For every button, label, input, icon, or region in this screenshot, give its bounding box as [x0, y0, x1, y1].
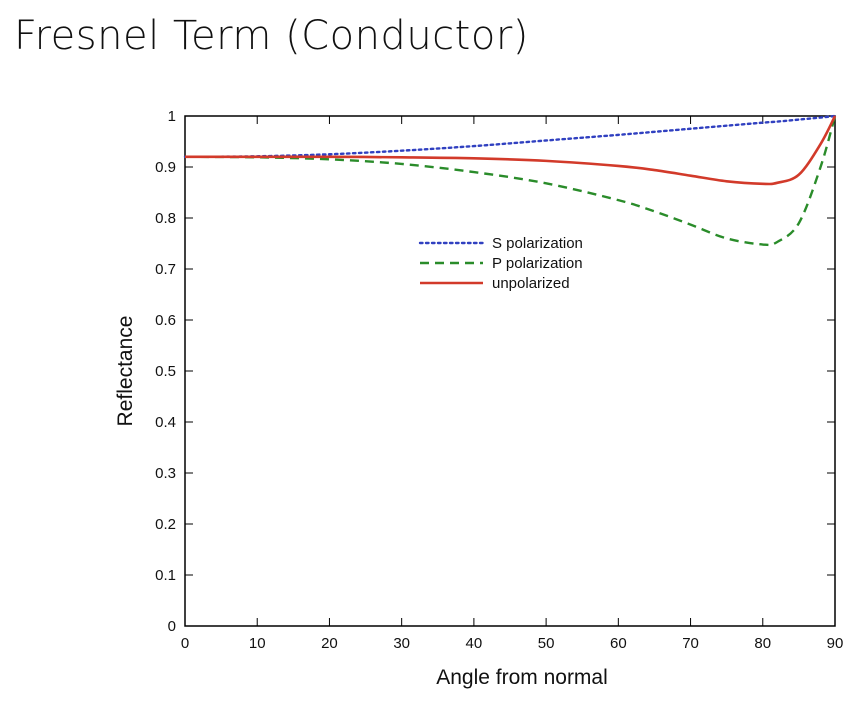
x-tick-label: 40: [466, 635, 483, 652]
x-axis-label: Angle from normal: [436, 666, 608, 689]
y-tick-label: 0.7: [155, 261, 176, 278]
legend: S polarization P polarization unpolarized: [418, 235, 583, 292]
series-line-unpolarized: [185, 115, 837, 186]
ticks-layer: 00.10.20.30.40.50.60.70.80.910 10 20 30 40 50…: [155, 108, 843, 652]
x-tick-label: 50: [538, 635, 555, 652]
x-tick-label: 10: [249, 635, 266, 652]
y-tick-label: 0.8: [155, 210, 176, 227]
y-tick-label: 0: [168, 618, 176, 635]
slide-title: Fresnel Term (Conductor): [14, 13, 529, 59]
y-tick-label: 0.9: [155, 159, 176, 176]
legend-label: unpolarized: [492, 275, 570, 292]
legend-label: P polarization: [492, 255, 583, 272]
y-tick-label: 1: [168, 108, 176, 125]
x-tick-label: 60: [610, 635, 627, 652]
x-tick-label: 90: [827, 635, 844, 652]
y-tick-label: 0.3: [155, 465, 176, 482]
series-line-s-polarization: [183, 114, 837, 158]
y-tick-label: 0.6: [155, 312, 176, 329]
x-tick-label: 80: [754, 635, 771, 652]
x-tick-label: 30: [393, 635, 410, 652]
legend-label: S polarization: [492, 235, 583, 252]
x-tick-label: 0: [181, 635, 189, 652]
x-tick-label: 70: [682, 635, 699, 652]
y-axis-label: Reflectance: [114, 316, 137, 427]
y-tick-label: 0.4: [155, 414, 176, 431]
series-line-p-polarization: [184, 115, 837, 247]
y-tick-label: 0.1: [155, 567, 176, 584]
y-tick-label: 0.5: [155, 363, 176, 380]
series-layer: [183, 114, 837, 247]
x-tick-label: 20: [321, 635, 338, 652]
plot-frame: [184, 115, 836, 627]
y-tick-label: 0.2: [155, 516, 176, 533]
